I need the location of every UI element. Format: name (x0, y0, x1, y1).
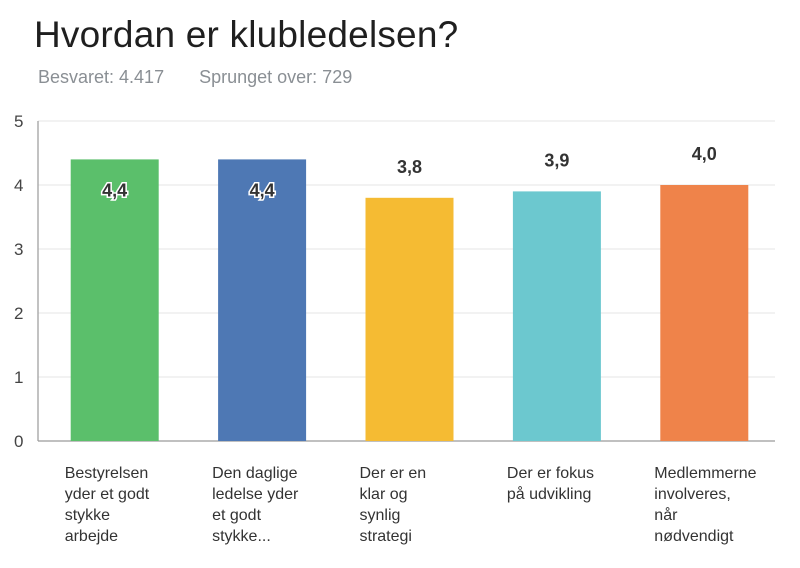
y-tick-label: 0 (14, 432, 23, 451)
category-label: Medlemmerne involveres, når nødvendigt (654, 465, 756, 545)
y-tick-label: 1 (14, 368, 23, 387)
category-label: Bestyrelsen yder et godt stykke arbejde (65, 465, 150, 545)
data-label: 3,9 (544, 150, 569, 170)
category-label: Der er fokus på udvikling (507, 465, 594, 503)
data-label: 4,0 (692, 144, 717, 164)
bar (660, 185, 749, 441)
category-label: Der er en klar og synlig strategi (360, 465, 427, 545)
bar (218, 159, 307, 441)
skipped-count: Sprunget over: 729 (199, 67, 353, 87)
data-label: 4,4 (250, 180, 275, 200)
y-tick-label: 5 (14, 112, 23, 131)
y-tick-label: 2 (14, 304, 23, 323)
answered-count: Besvaret: 4.417 (38, 67, 165, 87)
y-tick-label: 4 (14, 176, 23, 195)
response-summary: Besvaret: 4.417 Sprunget over: 729 (38, 67, 382, 88)
bar (70, 159, 159, 441)
chart-title: Hvordan er klubledelsen? (34, 14, 459, 55)
y-tick-label: 3 (14, 240, 23, 259)
bar (365, 197, 454, 441)
data-label: 4,4 (102, 180, 127, 200)
category-label: Den daglige ledelse yder et godt stykke... (212, 465, 299, 545)
bar (512, 191, 601, 441)
data-label: 3,8 (397, 157, 422, 177)
